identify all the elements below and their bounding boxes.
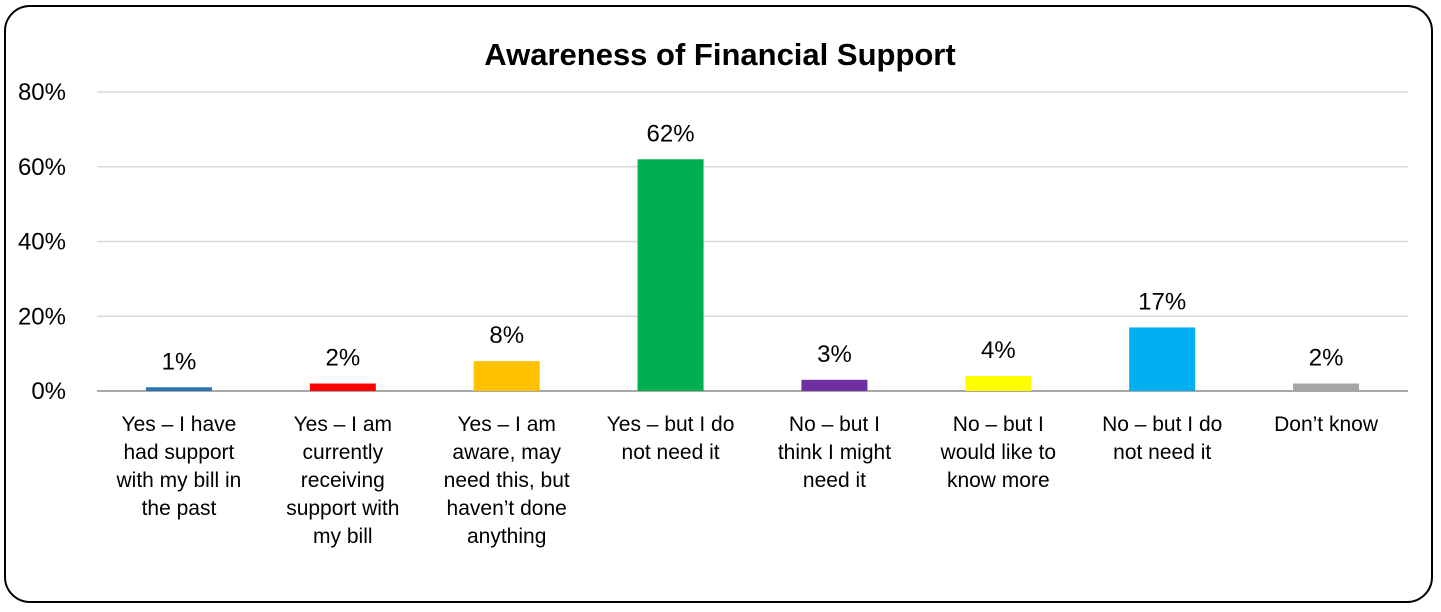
category-label: Yes – but I do not need it xyxy=(607,413,735,464)
chart-title: Awareness of Financial Support xyxy=(484,37,955,72)
y-axis-ticks: 0% 20% 40% 60% 80% xyxy=(18,79,66,405)
data-label: 3% xyxy=(817,341,852,368)
category-label: Don’t know xyxy=(1274,413,1379,436)
bar xyxy=(637,159,704,391)
y-tick-label: 80% xyxy=(18,79,66,106)
data-label: 2% xyxy=(325,345,360,372)
data-label: 4% xyxy=(981,337,1016,364)
data-label: 17% xyxy=(1138,288,1186,315)
bar xyxy=(965,376,1032,391)
chart-frame xyxy=(4,5,1433,603)
bar xyxy=(801,379,868,391)
category-label: Yes – I am aware, may need this, but haven’… xyxy=(444,413,570,548)
bar xyxy=(309,383,376,391)
data-labels: 1% 2% 8% 62% 3% 4% 17% 2% xyxy=(162,120,1344,375)
y-tick-label: 0% xyxy=(31,378,66,405)
y-tick-label: 20% xyxy=(18,303,66,330)
gridlines xyxy=(97,91,1408,317)
data-label: 62% xyxy=(647,120,695,147)
bar xyxy=(1129,327,1196,391)
category-label: Yes – I have had support with my bill in th… xyxy=(116,413,242,520)
data-label: 2% xyxy=(1309,345,1344,372)
category-label: No – but I do not need it xyxy=(1102,413,1222,464)
bar xyxy=(1293,383,1360,391)
bar xyxy=(473,361,540,391)
bars xyxy=(145,159,1360,391)
y-tick-label: 60% xyxy=(18,154,66,181)
y-tick-label: 40% xyxy=(18,229,66,256)
bar xyxy=(145,387,212,391)
data-label: 1% xyxy=(162,348,197,375)
data-label: 8% xyxy=(489,322,524,349)
category-label: Yes – I am currently receiving support with… xyxy=(286,413,399,548)
category-labels: Yes – I have had support with my bill in th… xyxy=(116,413,1379,548)
